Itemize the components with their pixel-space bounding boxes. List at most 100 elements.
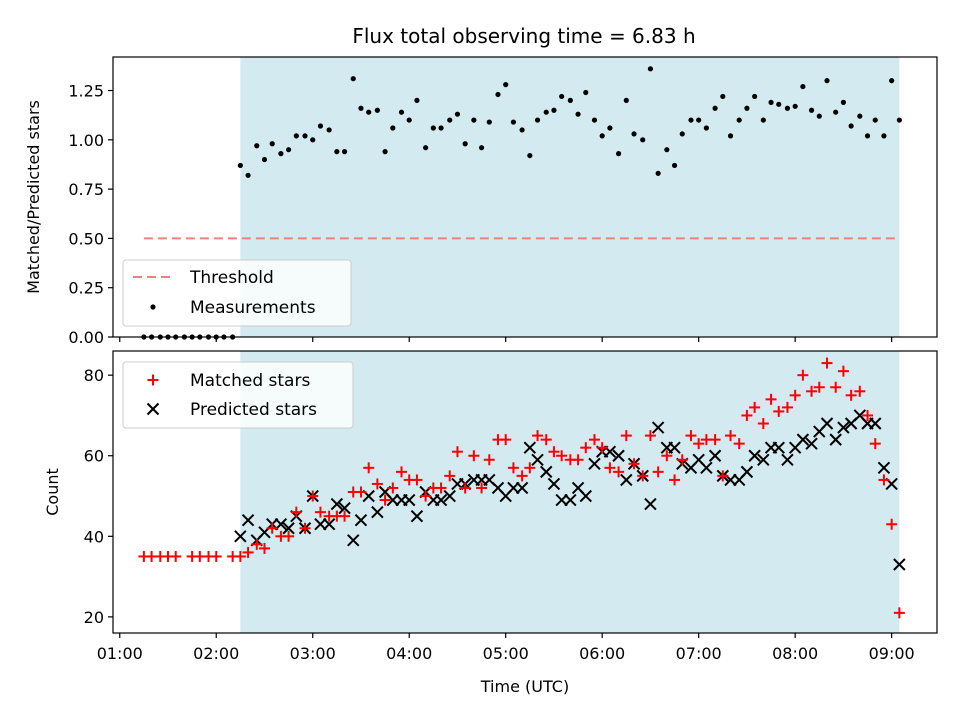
matched-star-marker [451, 446, 463, 458]
matched-star-marker [789, 389, 801, 401]
ratio-panel: 0.00 0.25 0.50 0.75 1.00 1.25 Matched/Predict… [24, 56, 938, 347]
x-stroke-b [748, 449, 761, 462]
x-stroke-b [523, 441, 537, 454]
measurement-point [503, 82, 509, 88]
ratio-legend-box [122, 259, 352, 327]
matched-star-marker [685, 430, 697, 442]
matched-star-marker [669, 474, 681, 486]
matched-star-marker [540, 434, 552, 446]
measurement-point [245, 172, 251, 178]
measurement-point [382, 149, 388, 155]
matched-star-marker [283, 530, 295, 542]
predicted-star-marker [837, 421, 850, 434]
measurement-point [896, 117, 902, 123]
x-stroke-b [241, 513, 255, 527]
measurement-point [334, 149, 340, 155]
predicted-star-marker [523, 441, 537, 454]
chart-title: Flux total observing time = 6.83 h [352, 24, 695, 48]
matched-star-marker [290, 506, 302, 518]
ratio-y-tick-label: 0.00 [68, 328, 104, 347]
measurement-point [358, 105, 364, 111]
matched-star-marker [580, 442, 592, 454]
measurement-point [864, 133, 871, 139]
measurement-point [800, 83, 806, 90]
x-stroke-b [869, 417, 882, 430]
measurement-point [559, 93, 565, 100]
x-stroke-b [540, 465, 553, 479]
matched-star-marker [644, 430, 656, 442]
matched-star-marker [757, 418, 769, 430]
predicted-star-marker [410, 509, 424, 523]
measurement-point [414, 97, 420, 103]
measurement-point [254, 143, 260, 149]
matched-star-marker [773, 405, 785, 417]
ratio-y-axis-ticks: 0.00 0.25 0.50 0.75 1.00 1.25 [68, 82, 113, 347]
measurement-point [784, 105, 791, 111]
predicted-star-marker [877, 461, 891, 475]
measurement-point [543, 109, 549, 115]
predicted-star-marker [540, 465, 553, 479]
measurement-point [366, 109, 372, 115]
matched-star-marker [307, 490, 319, 502]
matched-star-marker [676, 454, 688, 466]
count-y-tick-label: 60 [84, 447, 104, 466]
measurement-point [447, 117, 453, 123]
measurement-point [430, 125, 436, 131]
x-stroke-b [547, 477, 561, 491]
x-stroke-b [820, 417, 834, 430]
measurement-point [760, 117, 766, 123]
matched-star-marker [524, 462, 536, 474]
measurement-point [486, 119, 492, 125]
predicted-star-marker [443, 489, 456, 503]
x-stroke-b [531, 453, 544, 466]
x-stroke-b [443, 489, 456, 503]
measurement-point [889, 78, 895, 84]
matched-star-marker [806, 385, 818, 397]
x-stroke-b [893, 558, 906, 571]
measurement-point [510, 119, 517, 125]
matched-star-marker [693, 438, 705, 450]
measurement-point [471, 117, 477, 123]
predicted-star-marker [547, 477, 561, 491]
time-x-tick-label: 01:00 [97, 644, 143, 663]
time-x-axis-label: Time (UTC) [480, 677, 569, 696]
matched-star-marker [797, 369, 809, 381]
time-x-tick-label: 08:00 [772, 644, 818, 663]
ratio-panel-frame [112, 56, 938, 338]
matched-star-marker [483, 454, 495, 466]
measurement-point [872, 117, 878, 123]
ratio-y-axis-label: Matched/Predicted stars [24, 100, 43, 294]
predicted-star-marker [757, 453, 770, 466]
time-x-tick-label: 07:00 [676, 644, 722, 663]
x-stroke-b [644, 497, 657, 511]
measurement-point [664, 147, 670, 153]
measurement-point [688, 117, 694, 123]
matched-star-marker [878, 474, 890, 486]
matched-star-marker [339, 510, 351, 522]
matched-star-marker [363, 462, 375, 474]
measurement-point [575, 111, 581, 117]
matched-star-marker [837, 365, 849, 377]
matched-star-marker [170, 550, 182, 562]
matched-star-marker [210, 550, 222, 562]
x-stroke-b [829, 433, 842, 446]
legend-matched-marker [147, 374, 159, 386]
measurement-point [591, 117, 598, 123]
measurement-point [237, 162, 243, 169]
time-x-tick-label: 04:00 [386, 644, 432, 663]
measurement-point [390, 125, 396, 131]
x-stroke-b [588, 457, 601, 471]
matched-star-marker [556, 450, 568, 462]
predicted-star-marker [700, 461, 713, 475]
predicted-star-marker [829, 433, 842, 446]
matched-star-marker [314, 506, 326, 518]
ratio-x-axis-ticks [119, 337, 893, 342]
measurement-point [326, 127, 332, 133]
matched-star-marker [355, 486, 367, 498]
matched-star-marker [266, 522, 278, 534]
predicted-star-marker [347, 534, 360, 547]
count-y-axis-ticks: 20 40 60 80 [84, 366, 113, 627]
predicted-star-marker [740, 465, 754, 479]
